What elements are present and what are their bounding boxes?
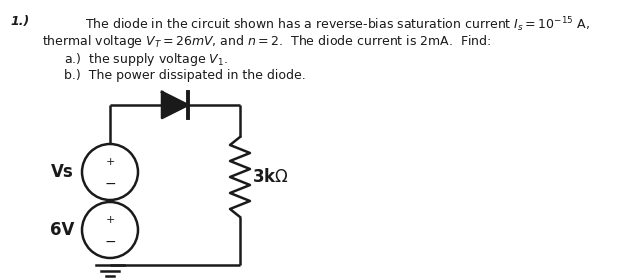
Text: 1.): 1.) <box>10 15 29 28</box>
Text: −: − <box>104 235 116 249</box>
Text: +: + <box>106 215 114 225</box>
Text: −: − <box>104 177 116 191</box>
Text: b.)  The power dissipated in the diode.: b.) The power dissipated in the diode. <box>64 69 306 82</box>
Text: The diode in the circuit shown has a reverse-bias saturation current $I_s = 10^{: The diode in the circuit shown has a rev… <box>85 15 590 34</box>
Text: a.)  the supply voltage $V_1$.: a.) the supply voltage $V_1$. <box>64 51 228 68</box>
Text: 3k$\Omega$: 3k$\Omega$ <box>252 168 289 186</box>
Text: +: + <box>106 157 114 167</box>
Text: 6V: 6V <box>50 221 74 239</box>
Text: Vs: Vs <box>51 163 74 181</box>
Polygon shape <box>162 92 188 118</box>
Text: thermal voltage $V_T = 26mV$, and $n = 2$.  The diode current is 2mA.  Find:: thermal voltage $V_T = 26mV$, and $n = 2… <box>42 33 492 50</box>
